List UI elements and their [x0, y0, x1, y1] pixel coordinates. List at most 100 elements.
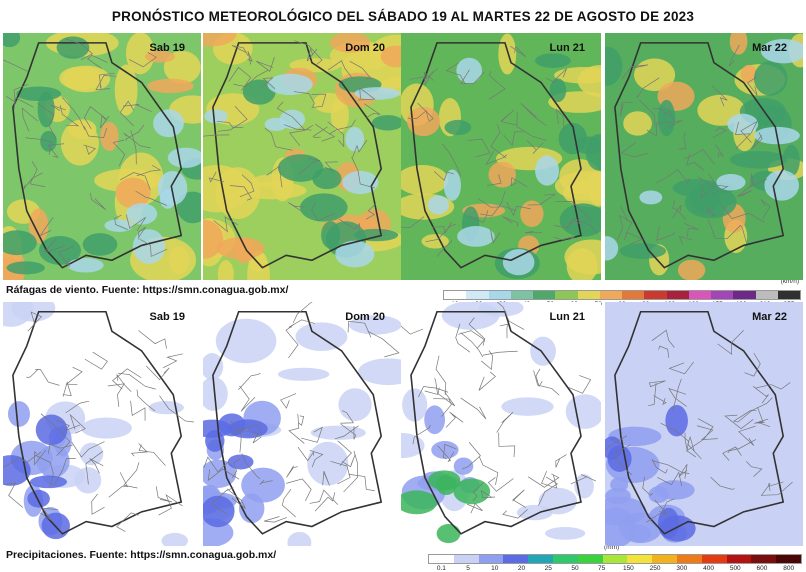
field-blob	[730, 33, 748, 55]
panel-date-label: Mar 22	[752, 42, 787, 54]
field-blob	[535, 155, 559, 185]
municipal-border	[517, 112, 547, 141]
municipal-border	[158, 495, 182, 515]
field-blob	[6, 261, 44, 274]
wind-map-panel: Mar 22	[605, 33, 803, 280]
municipal-border	[282, 489, 296, 517]
field-blob	[228, 419, 268, 438]
field-blob	[619, 512, 662, 543]
field-blob	[428, 470, 460, 490]
municipal-border	[711, 477, 735, 489]
municipal-border	[299, 416, 304, 425]
scale-swatch	[600, 291, 622, 299]
scale-swatch	[429, 555, 454, 563]
scale-swatch	[454, 555, 479, 563]
field-blob	[428, 195, 449, 214]
municipal-border	[618, 215, 630, 239]
precip-map	[605, 302, 803, 546]
field-blob	[335, 241, 374, 268]
municipal-border	[286, 466, 297, 478]
precip-map-panel: Dom 20	[203, 302, 401, 546]
municipal-border	[108, 384, 124, 407]
municipal-border	[467, 504, 482, 514]
scale-swatch	[677, 555, 702, 563]
field-blob	[716, 174, 745, 190]
municipal-border	[511, 178, 527, 187]
precip-map	[401, 302, 601, 546]
municipal-border	[67, 367, 82, 384]
field-blob	[218, 260, 234, 280]
field-blob	[639, 190, 662, 204]
scale-swatch	[627, 555, 652, 563]
municipal-border	[556, 455, 567, 468]
municipal-border	[499, 433, 515, 457]
panel-date-label: Dom 20	[345, 42, 385, 54]
precip-map-panel: Mar 22	[605, 302, 803, 546]
wind-map	[3, 33, 201, 280]
municipal-border	[401, 307, 423, 334]
field-blob	[217, 237, 265, 259]
scale-swatch	[533, 291, 555, 299]
municipal-border	[684, 223, 698, 237]
field-blob	[358, 358, 401, 385]
field-blob	[30, 476, 67, 489]
field-blob	[620, 243, 667, 259]
municipal-border	[528, 474, 559, 487]
municipal-border	[92, 494, 105, 514]
municipal-border	[131, 401, 145, 421]
municipal-border	[113, 140, 124, 166]
municipal-border	[126, 125, 145, 141]
municipal-border	[673, 205, 681, 218]
field-blob	[168, 148, 201, 168]
panel-date-label: Lun 21	[550, 42, 585, 54]
field-blob	[743, 362, 802, 374]
municipal-border	[424, 68, 438, 80]
precip-map	[203, 302, 401, 546]
wind-map	[203, 33, 401, 280]
municipal-border	[238, 373, 260, 389]
field-blob	[287, 532, 311, 546]
scale-swatch	[528, 555, 553, 563]
scale-swatch	[776, 555, 801, 563]
field-blob	[153, 109, 184, 137]
field-blob	[57, 36, 90, 58]
scale-swatch	[689, 291, 711, 299]
field-blob	[372, 115, 401, 130]
municipal-border	[26, 369, 38, 377]
municipal-border	[687, 154, 704, 171]
municipal-border	[410, 71, 433, 84]
precip-map	[3, 302, 201, 546]
municipal-border	[536, 369, 542, 387]
municipal-border	[501, 110, 517, 125]
wind-map	[401, 33, 601, 280]
field-blob	[149, 401, 184, 414]
field-blob	[161, 533, 187, 546]
municipal-border	[715, 145, 723, 158]
field-blob	[503, 249, 535, 275]
scale-swatch	[444, 291, 466, 299]
field-blob	[605, 47, 622, 86]
municipal-border	[3, 54, 28, 71]
wind-map-panel: Sab 19	[3, 33, 201, 280]
field-blob	[605, 236, 618, 260]
scale-swatch	[489, 291, 511, 299]
field-blob	[278, 368, 329, 381]
municipal-border	[117, 375, 131, 392]
field-blob	[501, 397, 553, 416]
municipal-border	[713, 128, 727, 138]
field-blob	[437, 524, 461, 543]
field-blob	[726, 373, 788, 427]
municipal-border	[85, 352, 107, 369]
municipal-border	[425, 378, 438, 394]
field-blob	[498, 34, 516, 75]
wind-map-panel: Dom 20	[203, 33, 401, 280]
field-blob	[488, 162, 515, 188]
field-blob	[338, 388, 371, 421]
municipal-border	[289, 414, 304, 444]
scale-swatch	[511, 291, 533, 299]
municipal-border	[649, 381, 666, 387]
scale-swatch	[622, 291, 644, 299]
municipal-border	[479, 456, 498, 484]
municipal-border	[669, 362, 693, 374]
field-blob	[754, 61, 787, 96]
